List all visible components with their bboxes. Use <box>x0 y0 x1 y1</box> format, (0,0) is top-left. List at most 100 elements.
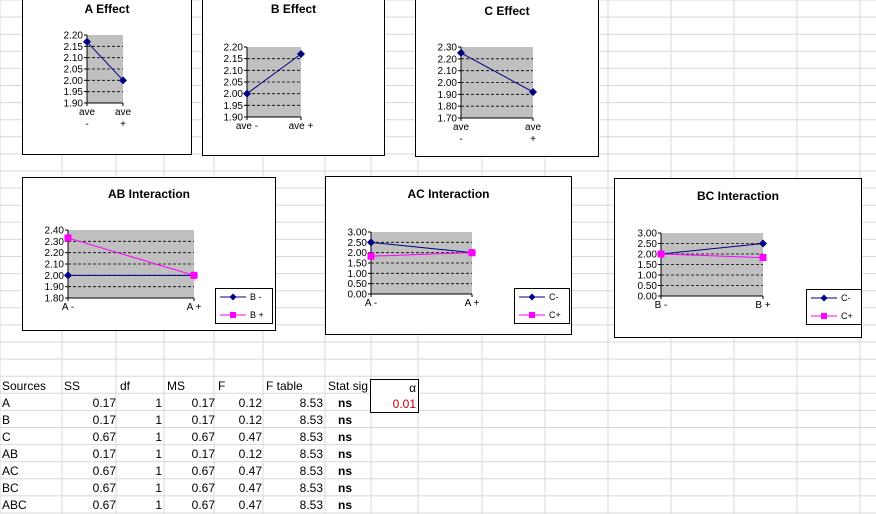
table-cell: 0.17 <box>191 413 215 427</box>
legend-label: C+ <box>841 311 853 321</box>
table-header: F table <box>266 379 303 393</box>
y-tick-label: 1.80 <box>438 102 458 113</box>
y-tick-label: 2.20 <box>64 31 84 42</box>
table-cell: 1 <box>155 396 162 410</box>
legend[interactable]: B - B + <box>215 288 273 324</box>
data-point <box>657 250 665 258</box>
legend[interactable]: C- C+ <box>806 289 861 325</box>
table-cell: A <box>2 396 11 410</box>
legend-label: C- <box>841 293 851 303</box>
table-cell: 0.67 <box>191 464 215 478</box>
y-tick-label: 1.90 <box>438 90 458 101</box>
data-point <box>367 238 375 247</box>
legend-label: C+ <box>549 310 561 320</box>
legend-marker <box>528 293 536 301</box>
x-tick-label: + <box>530 134 536 145</box>
table-cell: C <box>2 430 11 444</box>
table-cell: 0.47 <box>238 498 262 512</box>
y-tick-label: 2.15 <box>224 54 244 65</box>
table-header: Stat sig <box>328 379 369 393</box>
table-cell: 0.12 <box>238 413 262 427</box>
y-tick-label: 1.80 <box>45 294 65 305</box>
series-line <box>660 243 764 255</box>
legend-marker <box>820 294 828 302</box>
x-tick-label: - <box>459 134 462 145</box>
table-cell: 8.53 <box>299 481 323 495</box>
x-tick-label: ave <box>79 107 96 118</box>
x-tick-label: ave <box>453 122 470 133</box>
x-tick-label: ave <box>525 122 542 133</box>
y-tick-label: 1.70 <box>438 114 458 125</box>
series-line <box>460 52 534 93</box>
table-header: MS <box>167 379 185 393</box>
table-cell: ns <box>338 413 353 427</box>
y-tick-label: 2.05 <box>224 78 244 89</box>
table-cell: ABC <box>2 498 27 512</box>
x-tick-label: A - <box>365 298 377 309</box>
ac-interaction-chart[interactable]: AC Interaction 3.00 2.50 2.00 1.50 1.00 0.50 0.… <box>325 176 572 335</box>
a-effect-chart[interactable]: A Effect 2.20 2.15 2.10 2.05 2.00 1.95 1.90 ave -… <box>22 0 192 155</box>
table-header: df <box>120 379 131 393</box>
table-cell: ns <box>338 481 353 495</box>
x-tick-label: B + <box>755 300 770 311</box>
data-point <box>83 37 91 46</box>
series-line <box>246 53 302 95</box>
table-cell: 0.17 <box>191 396 215 410</box>
table-cell: ns <box>338 464 353 478</box>
y-tick-label: 2.00 <box>638 250 658 261</box>
table-cell: 0.67 <box>191 481 215 495</box>
series-line <box>660 253 764 259</box>
alpha-box[interactable]: α 0.01 <box>370 379 419 413</box>
b-effect-chart[interactable]: B Effect 2.20 2.15 2.10 2.05 2.00 1.95 1.90 ave … <box>202 0 385 156</box>
data-point <box>759 239 767 248</box>
x-tick-label: + <box>120 119 126 130</box>
y-tick-label: 2.20 <box>45 248 65 259</box>
ab-interaction-chart[interactable]: AB Interaction 2.40 2.30 2.20 2.10 2.00 1.90 1.… <box>22 177 276 331</box>
legend[interactable]: C- C+ <box>514 288 570 324</box>
y-tick-label: 2.50 <box>348 238 368 249</box>
bc-interaction-chart[interactable]: BC Interaction 3.00 2.50 2.00 1.50 1.00 0.50 0.… <box>614 178 862 338</box>
legend-marker <box>529 312 535 318</box>
table-cell: 1 <box>155 413 162 427</box>
y-tick-label: 1.50 <box>348 259 368 270</box>
y-tick-label: 1.90 <box>224 113 244 124</box>
y-tick-label: 2.10 <box>64 53 84 64</box>
legend-marker <box>821 313 827 319</box>
table-header: Sources <box>2 379 47 393</box>
chart-title: C Effect <box>484 4 530 18</box>
series-line <box>370 241 473 254</box>
table-cell: 0.12 <box>238 447 262 461</box>
table-cell: 0.47 <box>238 481 262 495</box>
y-tick-label: 2.40 <box>45 226 65 237</box>
table-cell: 0.67 <box>191 498 215 512</box>
table-cell: ns <box>338 498 353 512</box>
table-cell: 8.53 <box>299 498 323 512</box>
table-header: F <box>218 379 226 393</box>
y-tick-label: 1.00 <box>348 269 368 280</box>
table-cell: 8.53 <box>299 430 323 444</box>
series-line <box>86 41 124 81</box>
table-cell: 0.67 <box>92 430 116 444</box>
table-cell: 8.53 <box>299 413 323 427</box>
alpha-label: α <box>409 381 416 395</box>
chart-title: AC Interaction <box>407 187 490 201</box>
c-effect-chart[interactable]: C Effect 2.30 2.20 2.10 2.00 1.90 1.80 1.70 ave -… <box>415 0 599 157</box>
y-tick-label: 1.90 <box>45 282 65 293</box>
y-tick-label: 2.15 <box>64 42 84 53</box>
table-cell: 0.47 <box>238 464 262 478</box>
legend-svg: B - B + <box>220 292 264 320</box>
data-point <box>243 89 251 98</box>
legend-label: C- <box>549 292 559 302</box>
table-cell: 0.12 <box>238 396 262 410</box>
y-tick-label: 1.95 <box>64 87 84 98</box>
data-point <box>468 249 476 257</box>
x-tick-label: - <box>85 119 88 130</box>
y-tick-label: 2.30 <box>438 43 458 54</box>
data-point <box>297 50 305 58</box>
chart-title: B Effect <box>270 2 317 16</box>
y-tick-label: 2.05 <box>64 65 84 76</box>
data-point <box>367 252 375 260</box>
